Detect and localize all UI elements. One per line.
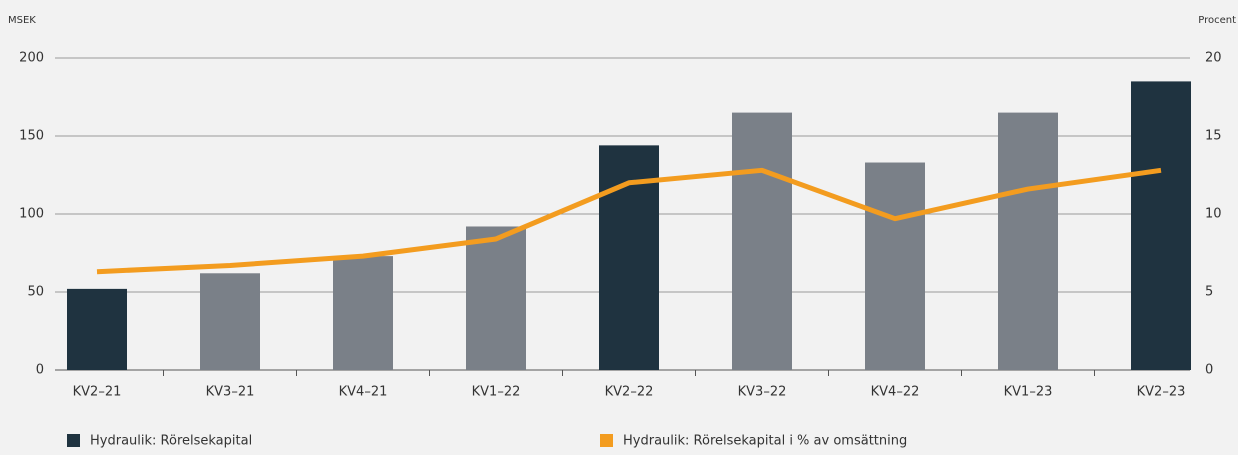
x-tick-label: KV2–23 [1137,385,1186,400]
y2-tick-label: 5 [1205,285,1213,300]
legend-swatch [67,434,80,447]
x-tick-label: KV4–22 [871,385,920,400]
y-tick-label: 150 [19,129,44,144]
legend-label: Hydraulik: Rörelsekapital [90,434,252,449]
y2-axis-label: Procent [1198,15,1236,26]
y2-tick-label: 15 [1205,129,1222,144]
x-tick-label: KV3–21 [206,385,255,400]
bar [998,112,1058,370]
legend-swatch [600,434,613,447]
line [96,167,1162,275]
bar [200,273,260,370]
legend-label: Hydraulik: Rörelsekapital i % av omsättn… [623,434,907,449]
y2-tick-label: 0 [1205,363,1213,378]
bar [732,112,792,370]
bar [1131,81,1191,371]
x-tick-label: KV1–22 [472,385,521,400]
y-axis-label: MSEK [8,15,36,26]
y-tick-label: 0 [36,363,44,378]
x-tick-label: KV3–22 [738,385,787,400]
x-tick-label: KV4–21 [339,385,388,400]
y-tick-label: 50 [27,285,44,300]
bar [865,162,925,370]
y-tick-label: 100 [19,207,44,222]
bar [466,226,526,370]
x-tick-label: KV2–21 [73,385,122,400]
y-tick-label: 200 [19,51,44,66]
x-tick-label: KV2–22 [605,385,654,400]
y2-tick-label: 20 [1205,51,1222,66]
bar [67,288,127,370]
bar [333,256,393,370]
y2-tick-label: 10 [1205,207,1222,222]
x-tick-label: KV1–23 [1004,385,1053,400]
